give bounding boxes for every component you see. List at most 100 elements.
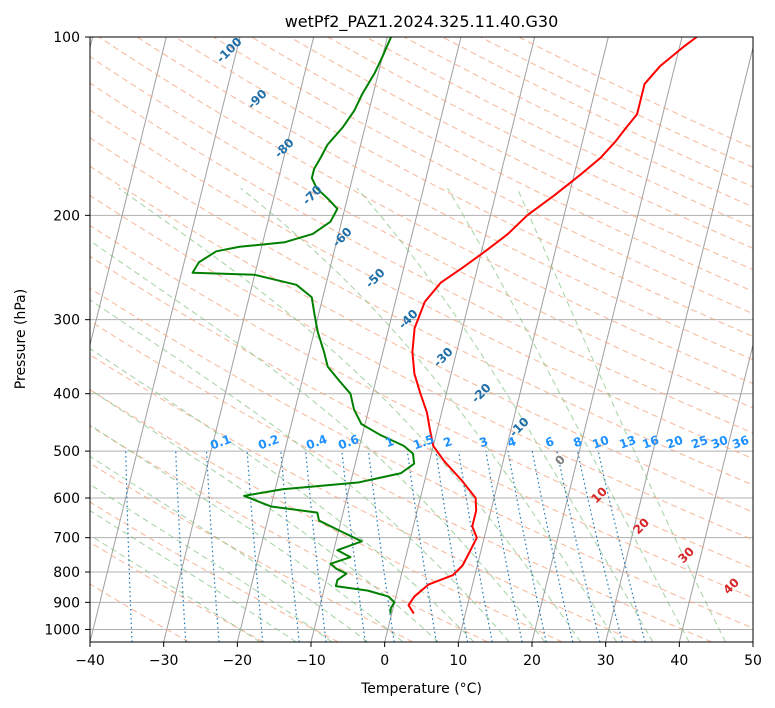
mixing-ratio-label: 2 [441,434,454,450]
x-tick-label: 10 [449,653,467,669]
moist-adiabat [356,187,654,642]
mixing-ratio-label: 3 [477,434,490,450]
moist-adiabat [90,240,546,642]
y-tick-label: 200 [53,208,80,224]
isotherm-line [90,37,167,347]
mixing-ratio-line [507,450,547,642]
dry-adiabat-label: 0 [552,452,568,468]
x-tick-label: −30 [149,653,179,669]
mixing-ratio-label: 13 [617,433,637,452]
y-tick-label: 700 [53,531,80,547]
dry-adiabat [90,501,339,642]
x-tick-label: 20 [523,653,541,669]
dry-adiabat [136,37,753,361]
dry-adiabat-label: 40 [720,575,742,597]
mixing-ratio-line [341,451,366,642]
moist-adiabat [90,347,475,642]
mixing-ratio-line [576,450,623,642]
moist-adiabat [90,534,261,642]
dry-adiabat [174,37,753,338]
dry-adiabat [90,583,190,642]
x-tick-label: −10 [296,653,326,669]
isotherm-line [384,37,536,642]
plot-frame [89,36,754,643]
isotherm-line [163,37,315,642]
mixing-ratio-line [457,451,493,642]
y-tick-label: 1000 [44,622,80,638]
moist-adiabat [240,187,618,642]
dry-adiabat [90,194,753,541]
mixing-ratio-label: 0.2 [256,432,281,452]
mixing-ratio-line [205,451,220,642]
moist-adiabat [90,299,510,642]
isotherm-line [531,37,683,642]
mixing-ratio-line [531,450,574,642]
chart-title: wetPf2_PAZ1.2024.325.11.40.G30 [285,12,559,32]
dry-adiabat [327,37,753,249]
mixing-ratio-label: 30 [709,433,729,452]
mixing-ratio-label: 20 [664,433,684,452]
moist-adiabat [90,483,333,642]
mixing-ratio-label: 0.6 [336,432,361,452]
mixing-ratio-line [305,451,327,642]
mixing-ratio-line [367,451,395,642]
moist-adiabat [90,424,404,642]
temperature-profile [407,37,698,615]
mixing-ratio-label: 1.5 [411,432,436,452]
y-tick-label: 900 [53,595,80,611]
y-axis-label: Pressure (hPa) [13,289,29,389]
dry-adiabat [90,82,753,434]
dry-adiabat-label: 30 [675,544,697,566]
mixing-ratio-line [125,451,133,642]
dry-adiabat [90,354,638,642]
dry-adiabat [90,462,414,642]
mixing-ratio-line [556,450,601,642]
moist-adiabat [90,455,368,642]
dry-adiabat [90,389,563,642]
moist-adiabat [447,187,690,642]
dry-adiabat [518,37,753,149]
y-tick-label: 500 [53,444,80,460]
mixing-ratio-label: 10 [590,433,610,452]
dry-adiabat-label: 10 [588,484,610,506]
mixing-ratio-line [597,450,646,642]
dry-adiabat [90,425,488,642]
mixing-ratio-label: 0.1 [208,432,233,452]
mixing-ratio-label: 1 [383,434,396,450]
mixing-ratio-line [280,451,300,642]
mixing-ratio-line [435,451,469,642]
mixing-ratio-label: 25 [689,433,709,452]
x-tick-label: 30 [597,653,615,669]
x-tick-label: 50 [744,653,762,669]
dry-adiabat-label: -50 [363,266,388,291]
dry-adiabat-label: -30 [431,345,456,370]
dry-adiabat [90,541,264,642]
dry-adiabat [98,37,753,385]
mixing-ratio-line [175,451,187,642]
x-tick-label: 40 [670,653,688,669]
isotherm-line [236,37,388,642]
mixing-ratio-line [406,451,438,642]
y-tick-label: 400 [53,387,80,403]
moist-adiabat [118,187,582,642]
dry-adiabat-label: -20 [469,381,494,406]
isotherm-line [90,37,241,642]
dry-adiabat-label: 20 [630,515,652,537]
dry-adiabat-label: -40 [396,307,421,332]
dry-adiabat [90,56,753,409]
y-tick-label: 600 [53,491,80,507]
dry-adiabat [251,37,753,293]
mixing-ratio-label: 0.4 [304,432,329,452]
y-tick-label: 300 [53,313,80,329]
x-tick-label: 0 [380,653,389,669]
y-tick-label: 800 [53,565,80,581]
y-tick-label: 100 [53,30,80,46]
isotherm-line [678,342,753,642]
dry-adiabat [90,320,712,642]
isotherm-line [457,37,609,642]
dry-adiabat-label: -60 [330,225,355,250]
mixing-ratio-label: 16 [640,433,660,452]
moist-adiabat [90,509,297,642]
